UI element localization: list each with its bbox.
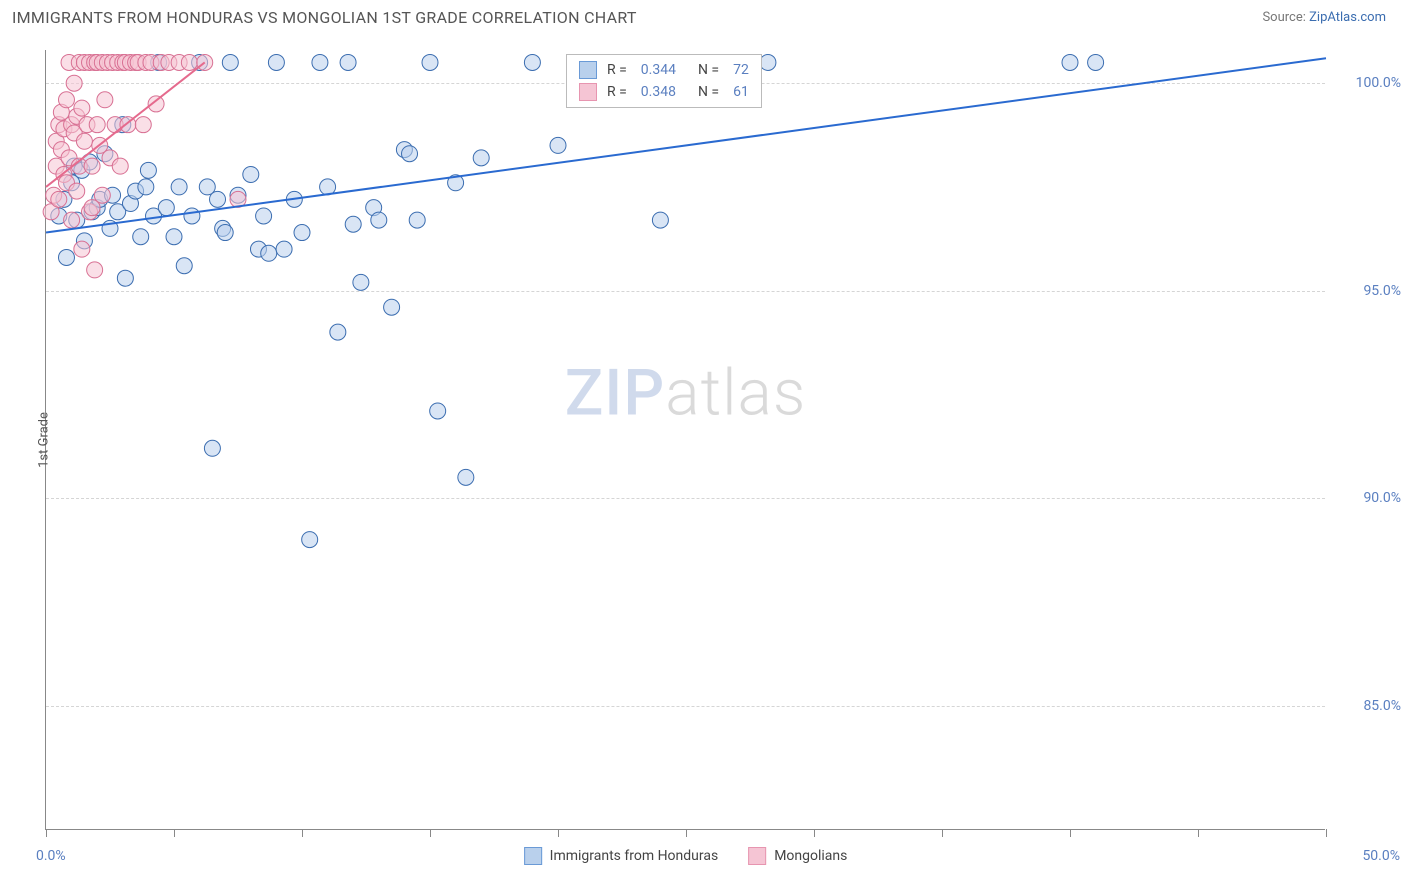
x-tick <box>302 829 303 837</box>
legend-n-value: 61 <box>733 84 749 100</box>
source-attribution: Source: ZipAtlas.com <box>1262 10 1386 25</box>
data-point <box>256 208 272 224</box>
data-point <box>330 324 346 340</box>
series-legend: Immigrants from Honduras Mongolians <box>524 847 848 865</box>
y-tick-label: 95.0% <box>1363 283 1401 299</box>
correlation-legend: R = 0.344 N = 72 R = 0.348 N = 61 <box>566 54 762 108</box>
legend-swatch <box>748 847 766 865</box>
legend-r-label: R = <box>607 62 627 78</box>
y-tick-label: 90.0% <box>1363 490 1401 506</box>
x-tick <box>814 829 815 837</box>
data-point <box>1088 54 1104 70</box>
x-tick <box>558 829 559 837</box>
data-point <box>302 532 318 548</box>
legend-r-label: R = <box>607 84 627 100</box>
x-tick <box>942 829 943 837</box>
data-point <box>217 225 233 241</box>
y-tick-label: 85.0% <box>1363 698 1401 714</box>
data-point <box>402 146 418 162</box>
data-point <box>135 117 151 133</box>
data-point <box>204 440 220 456</box>
legend-r-value: 0.344 <box>641 62 676 78</box>
data-point <box>66 75 82 91</box>
data-point <box>294 225 310 241</box>
chart-title: IMMIGRANTS FROM HONDURAS VS MONGOLIAN 1S… <box>12 8 637 27</box>
data-point <box>138 179 154 195</box>
data-point <box>87 262 103 278</box>
x-tick <box>686 829 687 837</box>
data-point <box>268 54 284 70</box>
legend-swatch <box>579 61 597 79</box>
legend-item: Immigrants from Honduras <box>524 847 719 865</box>
data-point <box>58 92 74 108</box>
legend-label: Mongolians <box>774 848 847 864</box>
x-tick <box>1198 829 1199 837</box>
chart-plot-area: 85.0%90.0%95.0%100.0% 1st Grade ZIPatlas… <box>45 50 1325 830</box>
data-point <box>458 469 474 485</box>
data-point <box>74 241 90 257</box>
legend-n-label: N = <box>698 84 719 100</box>
data-point <box>353 274 369 290</box>
data-point <box>89 117 105 133</box>
legend-n-value: 72 <box>733 62 749 78</box>
x-tick <box>174 829 175 837</box>
data-point <box>371 212 387 228</box>
data-point <box>51 191 67 207</box>
data-point <box>176 258 192 274</box>
legend-swatch <box>524 847 542 865</box>
data-point <box>422 54 438 70</box>
legend-row: R = 0.348 N = 61 <box>579 81 749 103</box>
source-link[interactable]: ZipAtlas.com <box>1309 10 1386 25</box>
data-point <box>181 54 197 70</box>
data-point <box>345 216 361 232</box>
x-tick <box>1070 829 1071 837</box>
data-point <box>243 166 259 182</box>
data-point <box>340 54 356 70</box>
x-tick <box>46 829 47 837</box>
data-point <box>112 158 128 174</box>
legend-swatch <box>579 83 597 101</box>
data-point <box>74 100 90 116</box>
data-point <box>473 150 489 166</box>
data-point <box>69 183 85 199</box>
y-tick-label: 100.0% <box>1356 75 1401 91</box>
x-axis-min-label: 0.0% <box>36 848 66 864</box>
data-point <box>133 229 149 245</box>
data-point <box>760 54 776 70</box>
data-point <box>64 212 80 228</box>
scatter-plot-svg <box>46 50 1325 829</box>
data-point <box>524 54 540 70</box>
data-point <box>117 270 133 286</box>
legend-n-label: N = <box>698 62 719 78</box>
data-point <box>1062 54 1078 70</box>
data-point <box>652 212 668 228</box>
legend-row: R = 0.344 N = 72 <box>579 59 749 81</box>
data-point <box>140 162 156 178</box>
data-point <box>184 208 200 224</box>
x-tick <box>430 829 431 837</box>
data-point <box>166 229 182 245</box>
data-point <box>222 54 238 70</box>
data-point <box>76 133 92 149</box>
data-point <box>430 403 446 419</box>
legend-item: Mongolians <box>748 847 847 865</box>
data-point <box>312 54 328 70</box>
legend-label: Immigrants from Honduras <box>550 848 719 864</box>
x-tick <box>1326 829 1327 837</box>
data-point <box>210 191 226 207</box>
data-point <box>276 241 292 257</box>
data-point <box>384 299 400 315</box>
data-point <box>158 200 174 216</box>
data-point <box>94 187 110 203</box>
legend-r-value: 0.348 <box>641 84 676 100</box>
data-point <box>84 158 100 174</box>
data-point <box>261 245 277 261</box>
data-point <box>58 249 74 265</box>
data-point <box>550 137 566 153</box>
data-point <box>409 212 425 228</box>
data-point <box>97 92 113 108</box>
x-axis-max-label: 50.0% <box>1362 848 1400 864</box>
data-point <box>171 179 187 195</box>
